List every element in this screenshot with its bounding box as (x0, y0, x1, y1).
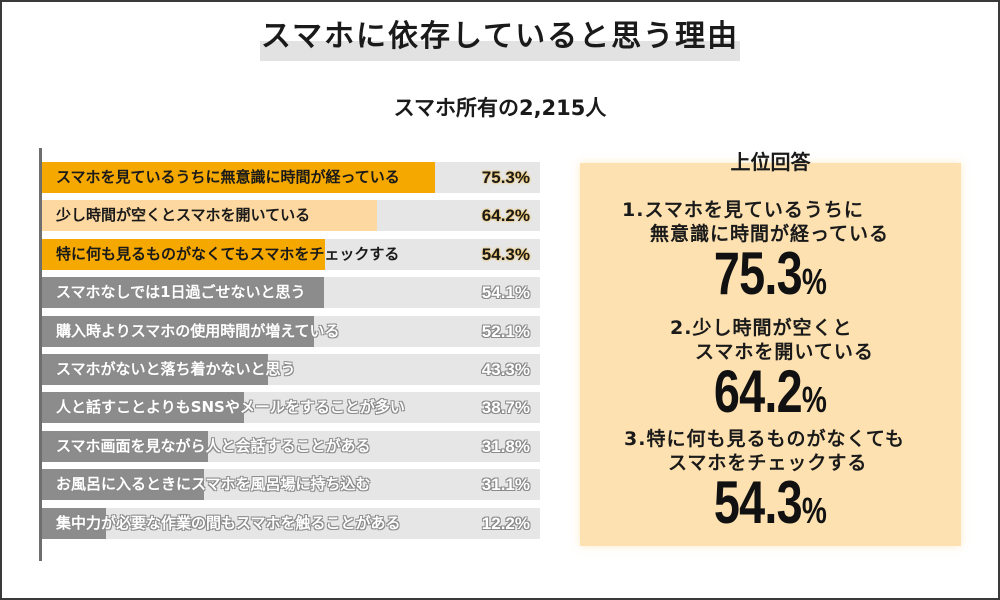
bar-value: 64.2% (481, 206, 530, 226)
percent-sign: % (801, 379, 827, 420)
bar-label: スマホ画面を見ながら人と会話することがある (56, 436, 371, 455)
top-answers-heading: 上位回答 (730, 150, 811, 174)
top-answer-3-number: 54.3 (714, 469, 803, 536)
bar-value: 12.2% (481, 513, 530, 533)
bar-fill (42, 469, 205, 501)
top-answer-2: 2.少し時間が空くと スマホを開いている 64.2% (580, 316, 961, 436)
top-answer-2-line1: 2.少し時間が空くと (670, 317, 853, 339)
top-answer-1-value: 75.3% (714, 244, 827, 318)
bar-fill (42, 353, 269, 385)
bar-row: 人と話すことよりもSNSやメールをすることが多い 38.7% (42, 392, 540, 424)
top-answer-3-value: 54.3% (714, 473, 827, 547)
bar-value: 52.1% (481, 321, 530, 341)
bar-list: スマホを見ているうちに無意識に時間が経っている 75.3% 少し時間が空くとスマホを… (42, 162, 540, 546)
chart-title: スマホに依存していると思う理由 (260, 19, 740, 54)
bar-value: 31.8% (481, 436, 530, 456)
bar-track (42, 507, 540, 539)
top-answer-2-line2: スマホを開いている (695, 341, 874, 363)
bar-value: 54.3% (481, 244, 530, 264)
percent-sign: % (801, 490, 827, 531)
bar-label: お風呂に入るときにスマホを風呂場に持ち込む (56, 475, 371, 494)
top-answer-1: 1.スマホを見ているうちに 無意識に時間が経っている 75.3% (580, 198, 961, 318)
top-answer-1-line1: 1.スマホを見ているうちに (622, 199, 864, 221)
bar-label: スマホなしでは1日過ごせないと思う (56, 283, 306, 302)
bar-row: スマホがないと落ち着かないと思う 43.3% (42, 353, 540, 385)
top-answer-1-number: 75.3 (714, 240, 803, 307)
title-highlight (260, 41, 740, 61)
bar-value: 43.3% (481, 359, 530, 379)
bar-label: 人と話すことよりもSNSやメールをすることが多い (56, 398, 405, 417)
bar-value: 75.3% (481, 168, 530, 187)
bar-label: スマホを見ているうちに無意識に時間が経っている (56, 168, 400, 186)
bar-value: 31.1% (481, 475, 530, 495)
bar-label: 特に何も見るものがなくてもスマホをチェックする (56, 244, 400, 263)
top-answer-3-line1: 3.特に何も見るものがなくても (624, 428, 905, 450)
bar-row: スマホを見ているうちに無意識に時間が経っている 75.3% (42, 162, 540, 193)
bar-fill (42, 315, 314, 347)
bar-row: 購入時よりスマホの使用時間が増えている 52.1% (42, 315, 540, 347)
top-answer-1-line2: 無意識に時間が経っている (650, 223, 890, 245)
bar-label: 購入時よりスマホの使用時間が増えている (56, 321, 340, 340)
bar-row: 特に何も見るものがなくてもスマホをチェックする 54.3% (42, 238, 540, 270)
y-axis-line (39, 148, 42, 561)
bar-value: 38.7% (481, 398, 530, 418)
chart-subtitle: スマホ所有の2,215人 (393, 96, 607, 120)
bar-fill (42, 200, 378, 232)
top-answer-2-number: 64.2 (714, 358, 803, 425)
bar-fill (42, 430, 208, 462)
bar-row: 集中力が必要な作業の間もスマホを触ることがある 12.2% (42, 507, 540, 539)
top-answer-3: 3.特に何も見るものがなくても スマホをチェックする 54.3% (580, 427, 961, 547)
bar-row: スマホなしでは1日過ごせないと思う 54.1% (42, 277, 540, 309)
bar-fill (42, 392, 244, 424)
bar-value: 54.1% (481, 283, 530, 303)
bar-fill (42, 507, 106, 539)
bar-fill (42, 238, 326, 270)
bar-fill (42, 277, 325, 309)
bar-row: お風呂に入るときにスマホを風呂場に持ち込む 31.1% (42, 469, 540, 501)
top-answers-box (580, 163, 961, 546)
top-answer-2-value: 64.2% (714, 362, 827, 436)
bar-label: スマホがないと落ち着かないと思う (56, 359, 296, 378)
top-answer-3-line2: スマホをチェックする (668, 452, 868, 474)
bar-row: 少し時間が空くとスマホを開いている 64.2% (42, 200, 540, 232)
bar-label: 少し時間が空くとスマホを開いている (56, 206, 311, 225)
bar-row: スマホ画面を見ながら人と会話することがある 31.8% (42, 430, 540, 462)
bar-label: 集中力が必要な作業の間もスマホを触ることがある (56, 513, 401, 532)
title-block: スマホに依存していると思う理由 (260, 14, 740, 64)
percent-sign: % (801, 261, 827, 302)
bar-fill (42, 162, 436, 193)
